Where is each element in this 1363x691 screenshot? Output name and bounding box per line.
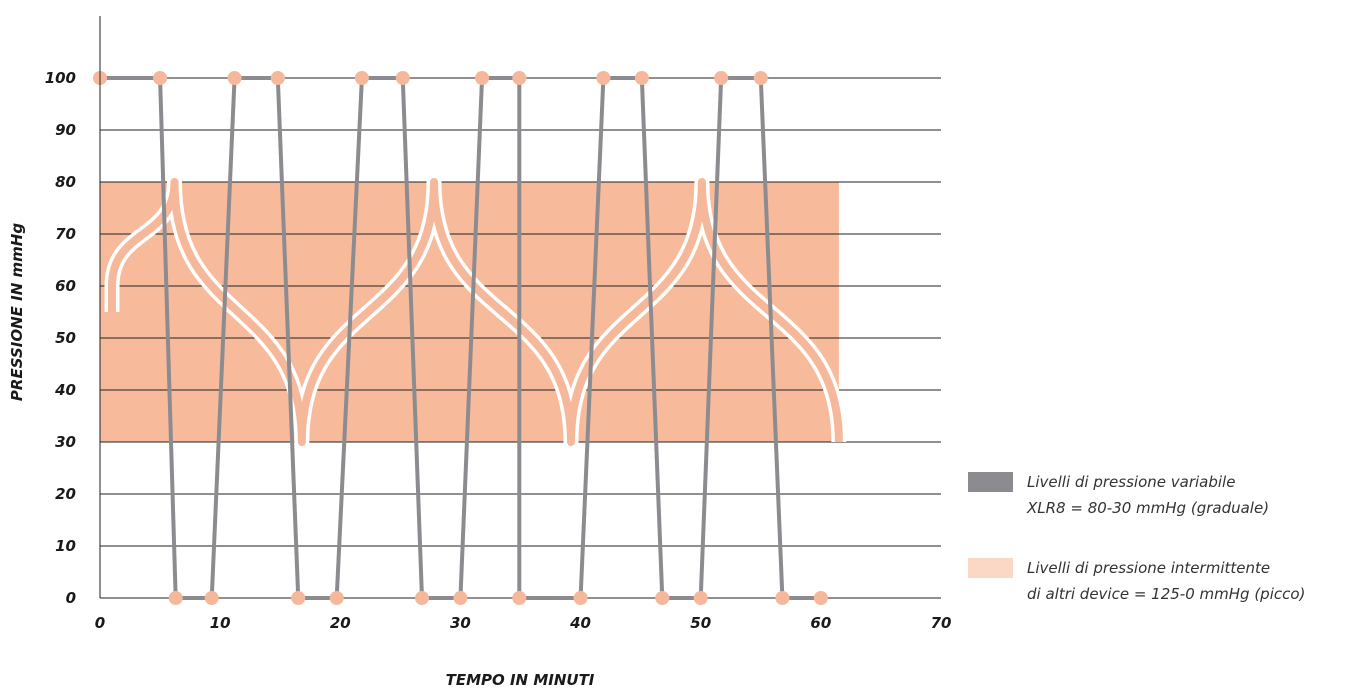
x-tick-20: 20 bbox=[330, 614, 351, 632]
y-tick-labels: 0 10 20 30 40 50 60 70 80 90 100 bbox=[45, 69, 76, 607]
gradual-pressure-line bbox=[104, 174, 847, 450]
data-point bbox=[395, 71, 410, 85]
data-point bbox=[512, 591, 527, 605]
data-point bbox=[204, 591, 219, 605]
legend-label: Livelli di pressione variabile bbox=[1027, 473, 1235, 491]
y-tick-90: 90 bbox=[55, 121, 76, 139]
x-tick-10: 10 bbox=[210, 614, 231, 632]
legend-label: di altri device = 125-0 mmHg (picco) bbox=[1027, 585, 1305, 603]
x-tick-60: 60 bbox=[810, 614, 831, 632]
data-point bbox=[270, 71, 285, 85]
x-tick-50: 50 bbox=[690, 614, 711, 632]
data-point bbox=[596, 71, 611, 85]
y-tick-10: 10 bbox=[55, 537, 76, 555]
y-axis-title: PRESSIONE IN mmHg bbox=[8, 223, 26, 401]
data-point bbox=[714, 71, 729, 85]
intermittent-markers bbox=[93, 71, 828, 605]
legend-swatch bbox=[968, 558, 1013, 578]
data-point bbox=[475, 71, 490, 85]
y-tick-80: 80 bbox=[55, 173, 76, 191]
data-point bbox=[168, 591, 183, 605]
data-point bbox=[655, 591, 670, 605]
y-tick-0: 0 bbox=[66, 589, 76, 607]
x-tick-40: 40 bbox=[569, 614, 591, 632]
data-point bbox=[354, 71, 369, 85]
y-tick-60: 60 bbox=[55, 277, 76, 295]
gradual-line bbox=[108, 178, 843, 446]
x-axis-title: TEMPO IN MINUTI bbox=[446, 671, 595, 689]
data-point bbox=[753, 71, 768, 85]
legend-swatch bbox=[968, 472, 1013, 492]
data-point bbox=[153, 71, 168, 85]
intermittent-pressure-line bbox=[100, 76, 821, 600]
y-tick-40: 40 bbox=[54, 381, 76, 399]
y-tick-70: 70 bbox=[55, 225, 76, 243]
x-tick-labels: 0 10 20 30 40 50 60 70 bbox=[95, 614, 952, 632]
intermittent-line bbox=[100, 76, 821, 600]
data-point bbox=[634, 71, 649, 85]
y-tick-30: 30 bbox=[55, 433, 76, 451]
legend: Livelli di pressione variabile XLR8 = 80-… bbox=[968, 472, 1305, 603]
data-point bbox=[453, 591, 468, 605]
data-point bbox=[414, 591, 429, 605]
x-tick-70: 70 bbox=[931, 614, 952, 632]
data-point bbox=[291, 591, 306, 605]
x-tick-0: 0 bbox=[95, 614, 105, 632]
legend-label: XLR8 = 80-30 mmHg (graduale) bbox=[1026, 499, 1269, 517]
data-point bbox=[775, 591, 790, 605]
data-point bbox=[573, 591, 588, 605]
x-tick-30: 30 bbox=[450, 614, 471, 632]
data-point bbox=[329, 591, 344, 605]
data-point bbox=[512, 71, 527, 85]
data-point bbox=[813, 591, 828, 605]
legend-label: Livelli di pressione intermittente bbox=[1027, 559, 1270, 577]
y-tick-50: 50 bbox=[55, 329, 76, 347]
data-point bbox=[227, 71, 242, 85]
y-tick-100: 100 bbox=[45, 69, 76, 87]
data-point bbox=[693, 591, 708, 605]
y-tick-20: 20 bbox=[55, 485, 76, 503]
